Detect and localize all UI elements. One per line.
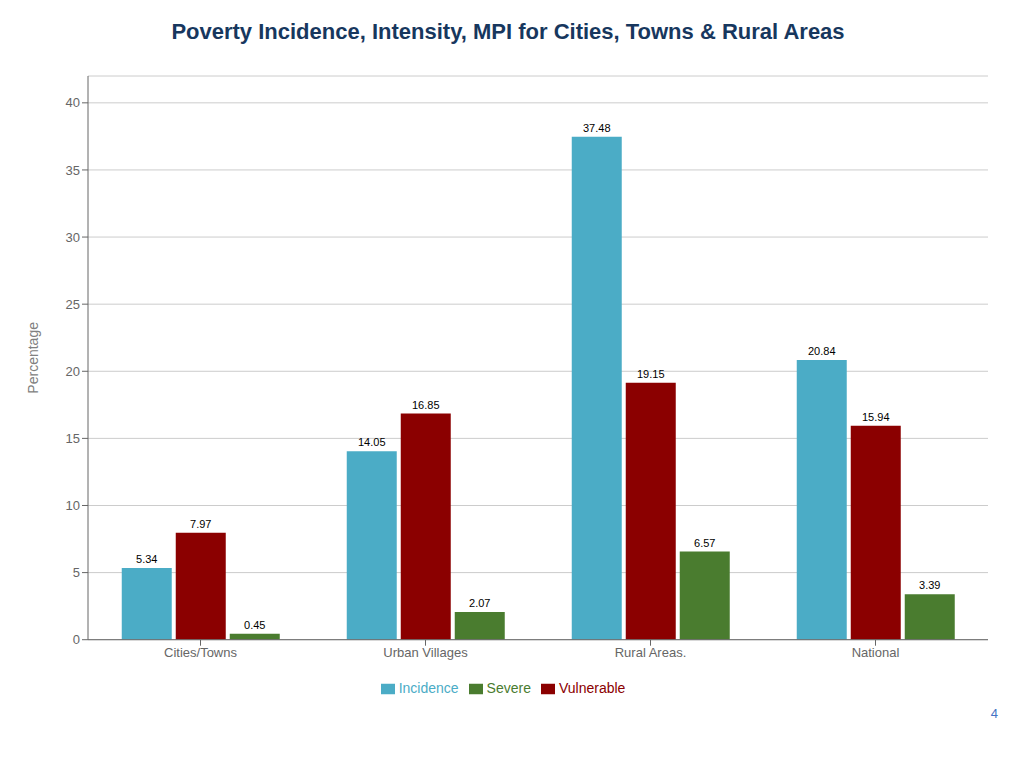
html-text:Severe: Severe [486,679,531,696]
svg-text:40: 40 [66,95,80,110]
svg-text:3.39: 3.39 [919,579,940,591]
svg-text:Urban Villages: Urban Villages [383,645,468,660]
svg-text:15.94: 15.94 [862,411,890,423]
svg-text:19.15: 19.15 [637,368,665,380]
svg-text:2.07: 2.07 [469,597,490,609]
html-text:Poverty Incidence, Intensity,: Poverty Incidence, Intensity, MPI for Ci… [171,19,845,44]
svg-text:5: 5 [73,565,80,580]
svg-text:7.97: 7.97 [190,518,211,530]
svg-text:National: National [852,645,900,660]
svg-text:25: 25 [66,297,80,312]
svg-text:35: 35 [66,163,80,178]
svg-text:0.45: 0.45 [244,619,265,631]
svg-text:20.84: 20.84 [808,345,836,357]
html-text:Incidence: Incidence [398,679,459,696]
html-text:Vulnerable: Vulnerable [558,679,626,696]
svg-text:Rural Areas.: Rural Areas. [615,645,687,660]
svg-text:Cities/Towns: Cities/Towns [164,645,237,660]
svg-text:10: 10 [66,498,80,513]
html-text:4: 4 [990,706,998,721]
svg-text:Percentage: Percentage [25,322,41,394]
svg-text:30: 30 [66,230,80,245]
svg-text:15: 15 [66,431,80,446]
svg-text:16.85: 16.85 [412,399,440,411]
svg-text:37.48: 37.48 [583,122,611,134]
svg-text:14.05: 14.05 [358,436,386,448]
svg-text:20: 20 [66,364,80,379]
svg-text:0: 0 [73,632,80,647]
svg-text:6.57: 6.57 [694,537,715,549]
svg-text:5.34: 5.34 [136,553,157,565]
